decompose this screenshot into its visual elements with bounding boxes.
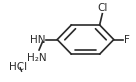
Text: HN: HN bbox=[30, 35, 46, 45]
Text: HCl: HCl bbox=[9, 62, 27, 72]
Text: F: F bbox=[124, 35, 130, 45]
Text: H₂N: H₂N bbox=[27, 53, 47, 63]
Text: Cl: Cl bbox=[97, 3, 108, 13]
